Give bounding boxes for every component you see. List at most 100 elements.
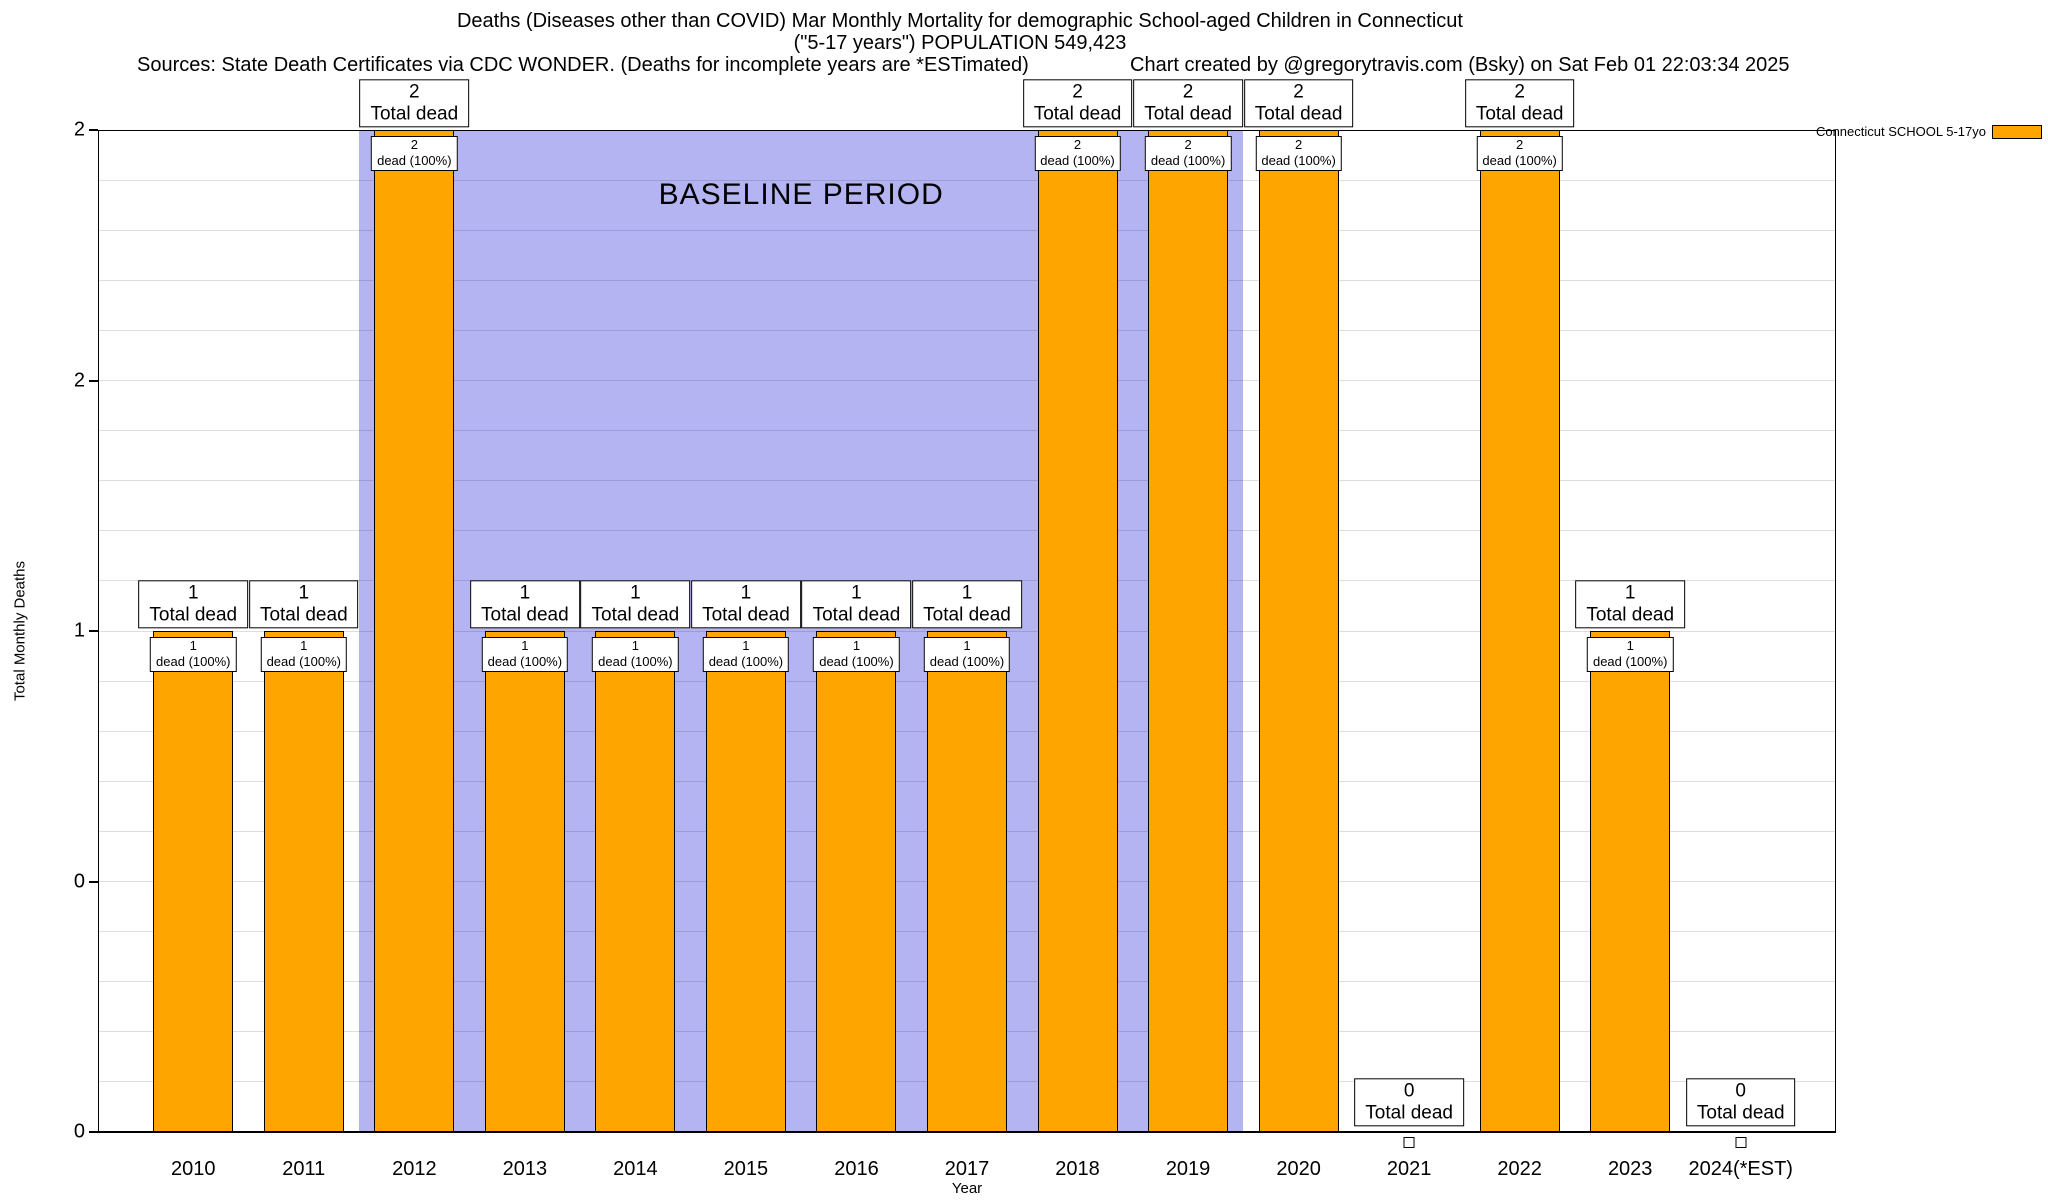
chart-credit: Chart created by @gregorytravis.com (Bsk… xyxy=(1130,54,1790,76)
total-dead-label: 1 Total dead xyxy=(580,580,691,628)
bar xyxy=(595,631,676,1132)
total-dead-label: 1 Total dead xyxy=(138,580,249,628)
dead-pct-label: 2 dead (100%) xyxy=(1034,136,1121,171)
chart-sources: Sources: State Death Certificates via CD… xyxy=(137,54,1029,76)
x-tick-label: 2021 xyxy=(1386,1158,1432,1180)
dead-pct-label-line2: dead (100%) xyxy=(1592,654,1668,670)
x-tick-label: 2012 xyxy=(392,1158,437,1180)
total-dead-label-line1: 2 xyxy=(1072,81,1083,103)
y-tick-mark xyxy=(89,1131,98,1133)
gridline xyxy=(99,480,1835,482)
dead-pct-label-line2: dead (100%) xyxy=(1040,153,1115,169)
y-tick-mark xyxy=(89,630,98,632)
total-dead-label: 1 Total dead xyxy=(691,580,801,628)
total-dead-label-line1: 2 xyxy=(409,81,420,103)
total-dead-label: 2 Total dead xyxy=(1464,79,1575,127)
x-tick-label: 2010 xyxy=(171,1158,216,1180)
total-dead-label-line2: Total dead xyxy=(923,604,1011,626)
x-tick-label: 2011 xyxy=(282,1158,326,1180)
dead-pct-label-line1: 2 xyxy=(1516,137,1524,152)
baseline-band-label: BASELINE PERIOD xyxy=(658,178,944,211)
bar xyxy=(153,631,234,1132)
x-tick-label: 2023 xyxy=(1607,1158,1653,1180)
x-tick-label: 2018 xyxy=(1055,1158,1100,1180)
dead-pct-label: 1 dead (100%) xyxy=(813,637,900,672)
dead-pct-label: 1 dead (100%) xyxy=(592,637,679,672)
bar xyxy=(705,631,786,1132)
bar xyxy=(816,631,897,1132)
zero-bar-marker xyxy=(1735,1137,1747,1148)
total-dead-label-line2: Total dead xyxy=(1033,103,1122,125)
x-tick-label: 2015 xyxy=(723,1158,769,1180)
y-tick-label: 2 xyxy=(73,369,85,391)
bar xyxy=(1258,130,1339,1132)
total-dead-label: 1 Total dead xyxy=(1575,580,1686,628)
y-tick-mark xyxy=(89,379,98,382)
x-axis-line xyxy=(98,1131,1836,1133)
x-tick-label: 2016 xyxy=(834,1158,879,1180)
total-dead-label-line2: Total dead xyxy=(1586,604,1675,626)
total-dead-label: 2 Total dead xyxy=(1133,79,1243,127)
total-dead-label-line1: 1 xyxy=(519,582,531,604)
dead-pct-label: 1 dead (100%) xyxy=(150,637,237,672)
total-dead-label: 1 Total dead xyxy=(912,580,1022,628)
total-dead-label-line1: 0 xyxy=(1735,1080,1746,1102)
total-dead-label-line1: 2 xyxy=(1293,81,1304,103)
total-dead-label: 2 Total dead xyxy=(1022,79,1133,127)
dead-pct-label-line1: 1 xyxy=(189,638,197,653)
dead-pct-label: 1 dead (100%) xyxy=(923,637,1011,672)
legend-label: Connecticut SCHOOL 5-17yo xyxy=(1815,124,1986,139)
x-tick-label: 2024(*EST) xyxy=(1688,1158,1793,1180)
x-tick-label: 2022 xyxy=(1497,1158,1542,1180)
dead-pct-label-line2: dead (100%) xyxy=(819,654,894,670)
gridline xyxy=(99,380,1835,381)
x-tick-label: 2020 xyxy=(1276,1158,1321,1180)
total-dead-label-line2: Total dead xyxy=(370,103,459,125)
total-dead-label: 2 Total dead xyxy=(359,79,470,127)
dead-pct-label: 2 dead (100%) xyxy=(371,136,458,171)
bar xyxy=(1479,130,1560,1132)
bar xyxy=(927,631,1007,1132)
total-dead-label-line2: Total dead xyxy=(1144,103,1232,125)
dead-pct-label-line1: 1 xyxy=(1626,638,1634,653)
zero-bar-marker xyxy=(1403,1137,1415,1148)
total-dead-label-line1: 1 xyxy=(961,582,973,604)
dead-pct-label-line1: 1 xyxy=(521,638,529,653)
x-tick-label: 2013 xyxy=(502,1158,548,1180)
total-dead-label-line2: Total dead xyxy=(1475,103,1564,125)
gridline xyxy=(99,530,1835,532)
chart-title-line1: Deaths (Diseases other than COVID) Mar M… xyxy=(456,10,1463,32)
bar xyxy=(374,130,455,1132)
dead-pct-label-line2: dead (100%) xyxy=(1482,153,1557,169)
dead-pct-label: 2 dead (100%) xyxy=(1255,136,1342,171)
total-dead-label-line2: Total dead xyxy=(259,604,348,626)
x-axis-title: Year xyxy=(951,1180,983,1197)
x-tick-label: 2014 xyxy=(613,1158,658,1180)
x-tick-label: 2019 xyxy=(1165,1158,1211,1180)
dead-pct-label-line1: 1 xyxy=(963,638,971,653)
total-dead-label-line2: Total dead xyxy=(591,604,680,626)
y-tick-label: 1 xyxy=(73,619,85,642)
total-dead-label-line2: Total dead xyxy=(1696,1102,1785,1124)
total-dead-label: 2 Total dead xyxy=(1243,79,1354,127)
dead-pct-label-line2: dead (100%) xyxy=(156,654,231,670)
total-dead-label-line1: 1 xyxy=(1624,582,1636,604)
total-dead-label: 1 Total dead xyxy=(801,580,912,628)
dead-pct-label-line2: dead (100%) xyxy=(598,654,673,670)
y-tick-mark xyxy=(89,880,98,883)
dead-pct-label-line1: 1 xyxy=(742,638,750,653)
total-dead-label-line1: 1 xyxy=(298,582,310,604)
dead-pct-label-line1: 1 xyxy=(300,638,308,653)
bar xyxy=(1590,631,1671,1132)
dead-pct-label-line2: dead (100%) xyxy=(487,654,563,670)
total-dead-label: 1 Total dead xyxy=(470,580,580,628)
y-tick-label: 2 xyxy=(73,118,85,141)
gridline xyxy=(99,430,1835,432)
total-dead-label-line2: Total dead xyxy=(812,604,901,626)
dead-pct-label-line1: 2 xyxy=(1294,137,1303,152)
total-dead-label-line2: Total dead xyxy=(1254,103,1343,125)
dead-pct-label-line1: 2 xyxy=(1073,137,1082,152)
total-dead-label-line2: Total dead xyxy=(481,604,569,626)
dead-pct-label-line2: dead (100%) xyxy=(1261,153,1336,169)
